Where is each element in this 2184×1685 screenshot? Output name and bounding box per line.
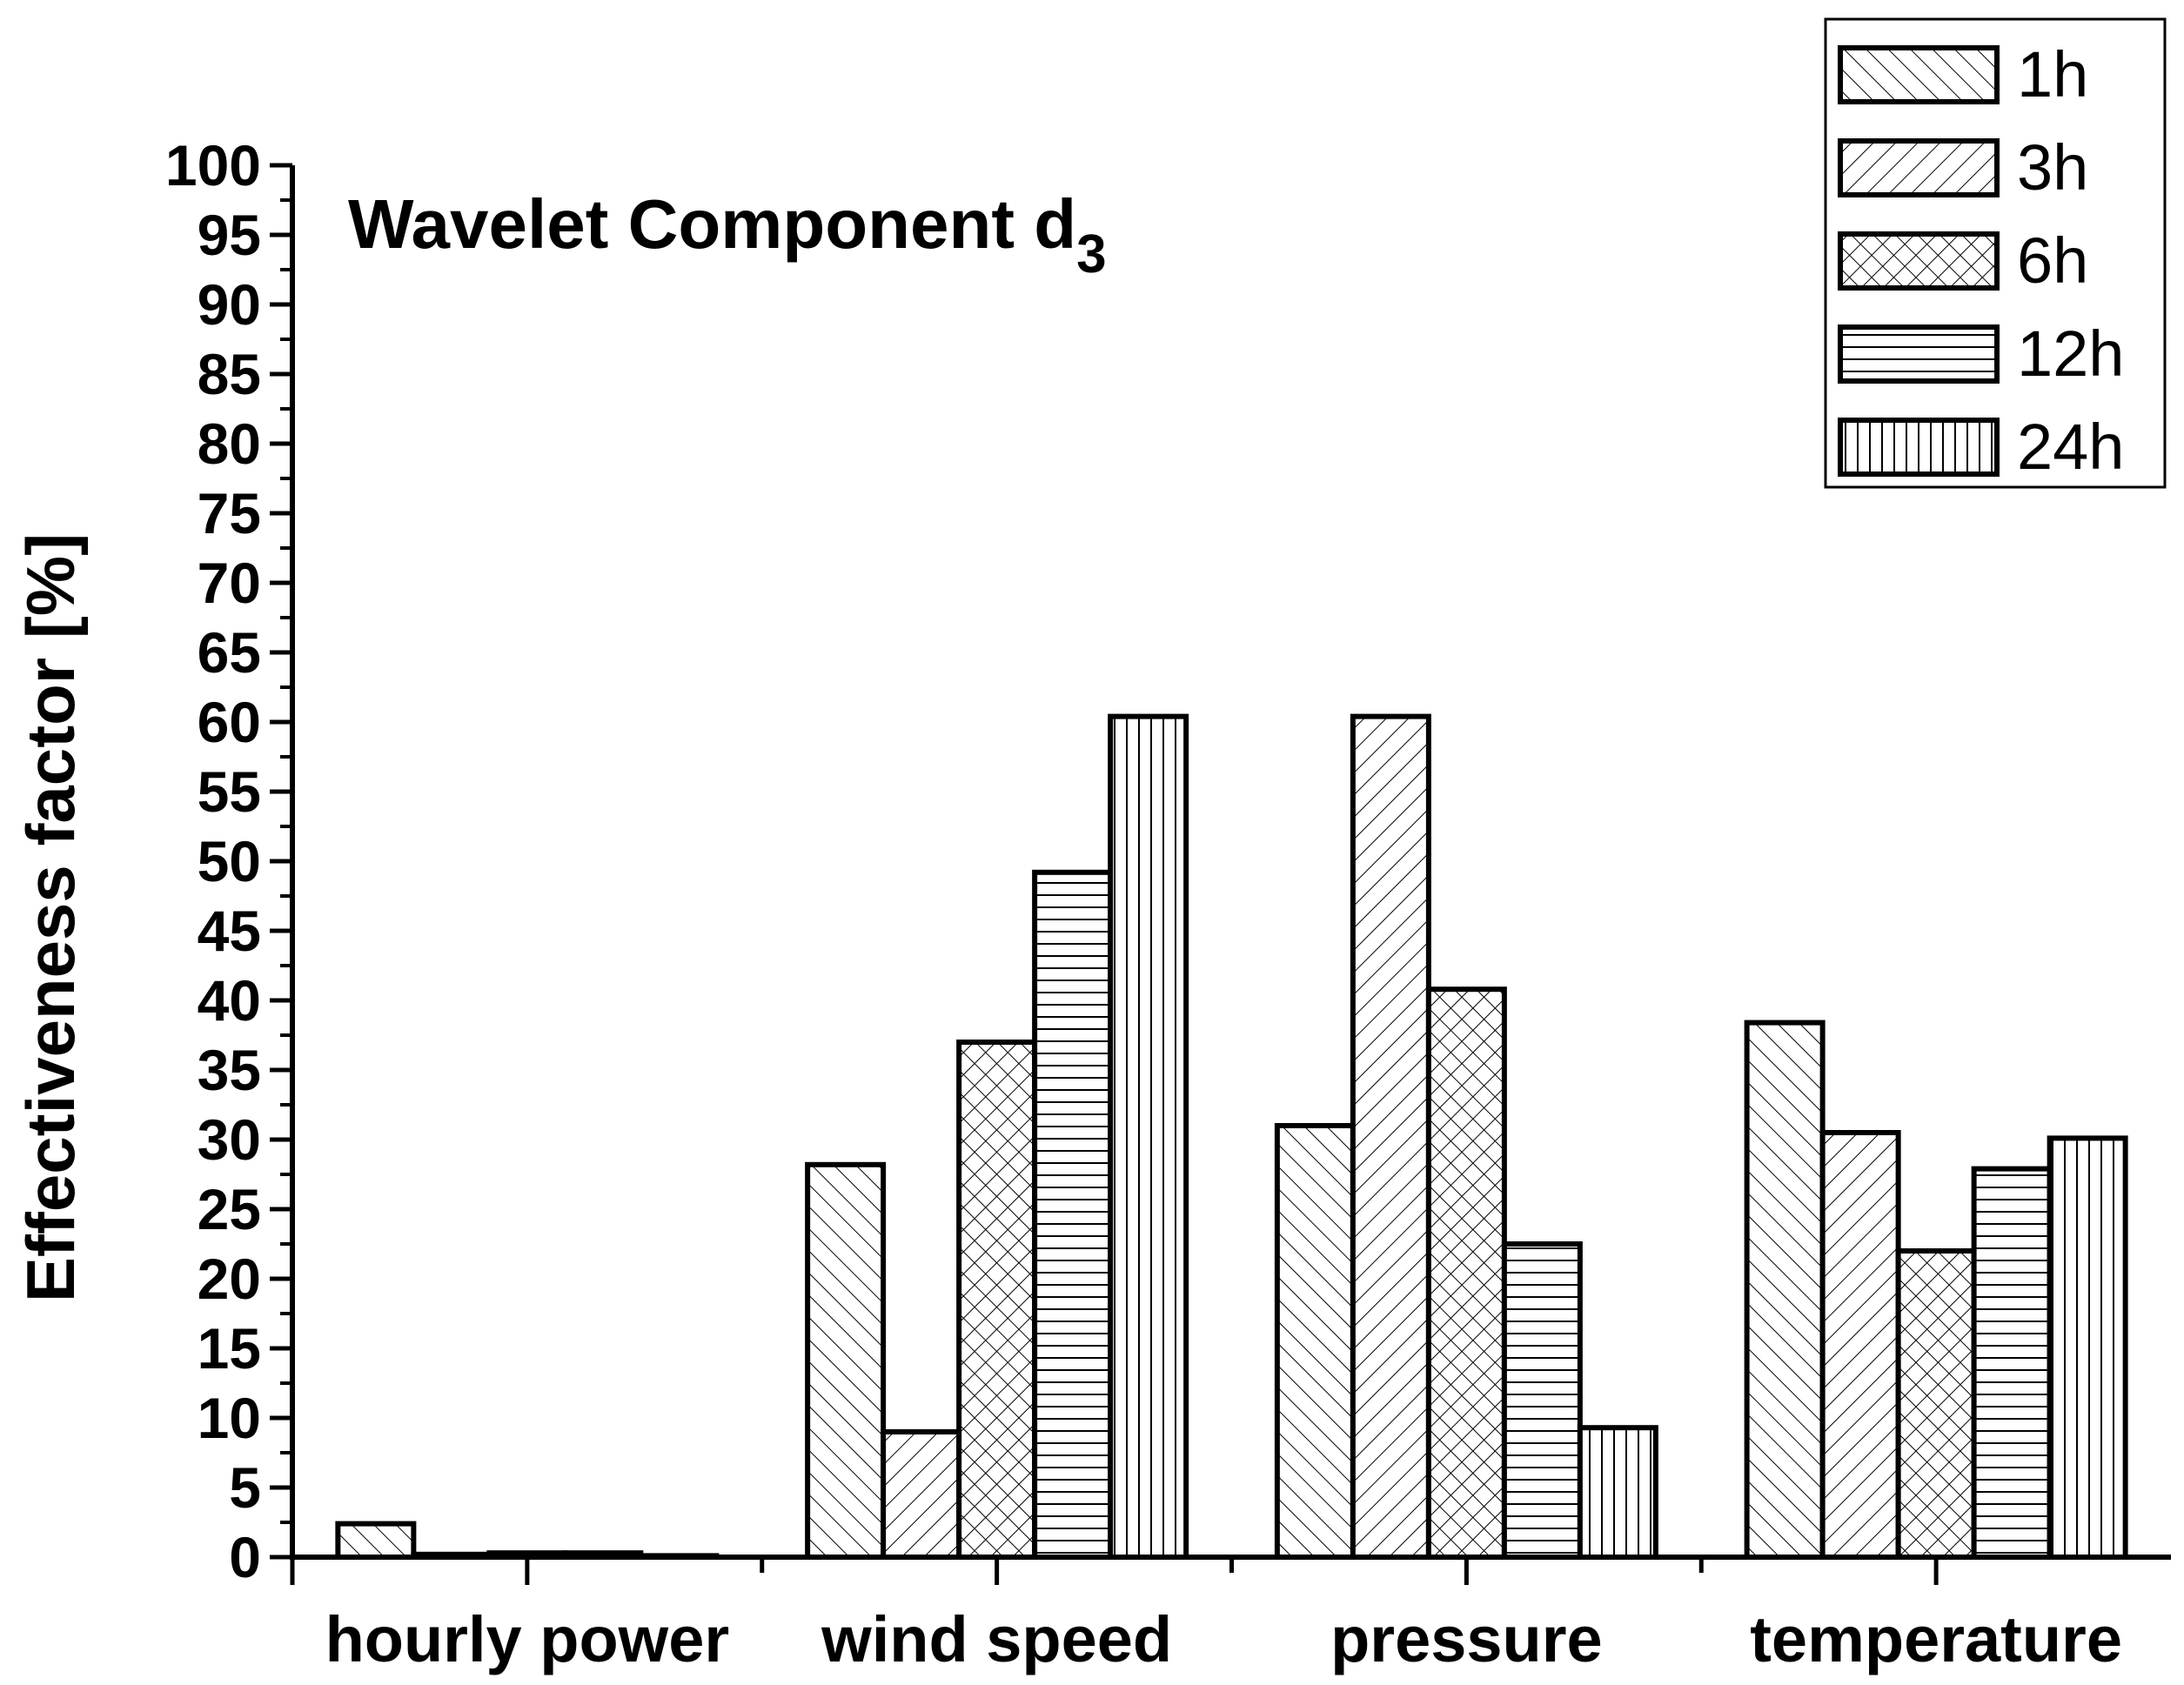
- y-tick-label: 95: [198, 203, 261, 267]
- y-tick-label: 30: [198, 1107, 261, 1172]
- y-tick-label: 0: [229, 1525, 261, 1589]
- y-tick-label: 35: [198, 1038, 261, 1102]
- legend-label-24h: 24h: [2017, 411, 2124, 483]
- legend-swatch-1h: [1838, 45, 2000, 104]
- y-tick-label: 80: [198, 411, 261, 476]
- bar-pressure-6h: [1425, 986, 1507, 1560]
- bar-pressure-1h: [1274, 1123, 1356, 1560]
- y-tick-label: 10: [198, 1386, 261, 1450]
- y-tick-label: 55: [198, 759, 261, 824]
- axes-layer: hourly power wind speed pressure temperatur…: [165, 133, 2171, 1675]
- bar-temperature-24h: [2047, 1135, 2128, 1561]
- chart-title-subscript: 3: [1076, 224, 1106, 284]
- bars-layer: [335, 713, 2128, 1561]
- chart-title: Wavelet Component d3: [348, 185, 1107, 284]
- legend-label-6h: 6h: [2017, 224, 2088, 297]
- bar-wind-speed-12h: [1032, 869, 1114, 1560]
- bar-pressure-24h: [1577, 1425, 1658, 1560]
- x-tick-label: hourly power: [325, 1603, 730, 1675]
- y-tick-label: 5: [229, 1455, 261, 1520]
- bar-temperature-1h: [1744, 1020, 1826, 1560]
- x-tick-label: temperature: [1750, 1603, 2122, 1675]
- legend-label-12h: 12h: [2017, 318, 2124, 390]
- y-tick-label: 60: [198, 690, 261, 754]
- bar-wind-speed-1h: [805, 1161, 887, 1561]
- x-tick-label: pressure: [1330, 1603, 1603, 1675]
- y-tick-label: 65: [198, 620, 261, 685]
- y-tick-label: 70: [198, 551, 261, 615]
- y-tick-label: 100: [165, 133, 261, 197]
- y-tick-label: 25: [198, 1177, 261, 1241]
- bar-wind-speed-24h: [1108, 713, 1189, 1560]
- chart-title-text: Wavelet Component d: [348, 185, 1076, 263]
- bar-pressure-3h: [1350, 713, 1431, 1560]
- y-tick-label: 50: [198, 829, 261, 893]
- y-axis-title: Effectiveness factor [%]: [12, 533, 89, 1302]
- legend-swatch-3h: [1838, 138, 2000, 197]
- y-tick-label: 40: [198, 968, 261, 1033]
- y-tick-label: 45: [198, 899, 261, 963]
- bar-pressure-12h: [1501, 1241, 1583, 1560]
- legend-label-3h: 3h: [2017, 131, 2088, 204]
- legend-swatch-24h: [1838, 418, 2000, 477]
- y-tick-label: 85: [198, 342, 261, 406]
- y-tick-label: 20: [198, 1247, 261, 1311]
- bar-temperature-3h: [1819, 1130, 1901, 1560]
- y-tick-label: 90: [198, 272, 261, 337]
- bar-temperature-6h: [1895, 1248, 1977, 1560]
- bar-hourly-power-1h: [335, 1521, 417, 1560]
- bar-wind-speed-3h: [881, 1429, 962, 1560]
- legend-label-1h: 1h: [2017, 38, 2088, 110]
- y-tick-label: 75: [198, 481, 261, 545]
- bar-wind-speed-6h: [956, 1040, 1038, 1560]
- legend: 1h 3h 6h 12h 24h: [1824, 17, 2167, 489]
- x-tick-label: wind speed: [821, 1603, 1172, 1675]
- legend-swatch-12h: [1838, 324, 2000, 384]
- bar-temperature-12h: [1971, 1166, 2053, 1560]
- legend-swatch-6h: [1838, 231, 2000, 291]
- y-tick-label: 15: [198, 1316, 261, 1381]
